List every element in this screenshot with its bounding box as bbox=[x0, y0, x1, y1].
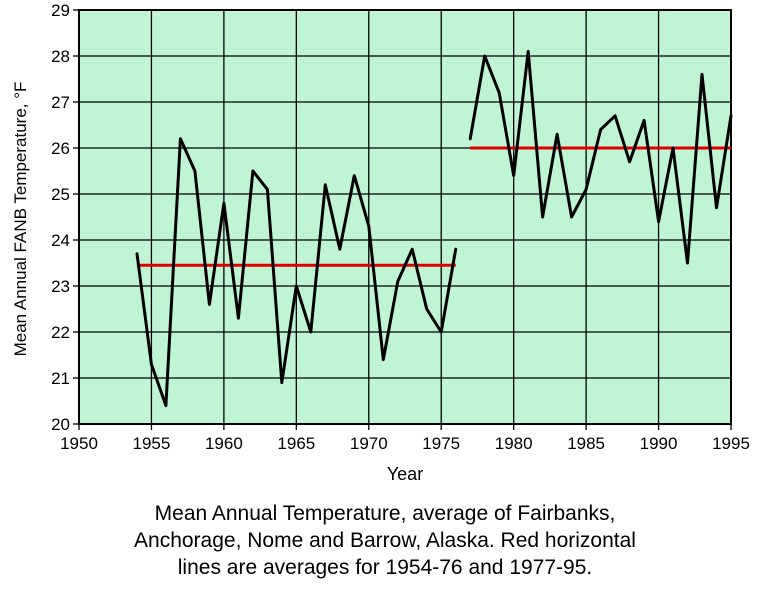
data-point-1992 bbox=[686, 261, 689, 265]
y-tick-label-26: 26 bbox=[51, 139, 70, 158]
y-tick-label-22: 22 bbox=[51, 323, 70, 342]
data-point-1983 bbox=[555, 133, 559, 136]
data-point-1987 bbox=[613, 114, 617, 118]
data-point-1961 bbox=[237, 317, 240, 320]
x-tick-label-1970: 1970 bbox=[350, 434, 388, 453]
data-point-1963 bbox=[266, 188, 269, 191]
data-point-1966 bbox=[309, 330, 313, 334]
x-tick-label-1955: 1955 bbox=[133, 434, 171, 453]
x-tick-label-1965: 1965 bbox=[277, 434, 315, 453]
data-point-1984 bbox=[570, 215, 573, 219]
data-point-1981 bbox=[526, 50, 530, 53]
data-point-1994 bbox=[715, 206, 718, 209]
data-point-1968 bbox=[338, 248, 341, 251]
data-point-1957 bbox=[179, 137, 182, 140]
data-point-1969 bbox=[353, 174, 356, 177]
x-tick-label-1985: 1985 bbox=[567, 434, 605, 453]
x-axis-title: Year bbox=[387, 464, 423, 484]
data-point-1956 bbox=[164, 404, 168, 407]
data-point-1954 bbox=[135, 252, 139, 255]
data-point-1975 bbox=[440, 330, 443, 334]
data-point-1978 bbox=[483, 54, 486, 58]
data-point-1989 bbox=[642, 119, 646, 122]
data-point-1965 bbox=[295, 284, 298, 288]
data-point-1970 bbox=[367, 225, 370, 228]
data-point-1964 bbox=[280, 381, 284, 384]
caption-line-3: lines are averages for 1954-76 and 1977-… bbox=[177, 556, 593, 579]
data-point-1967 bbox=[324, 183, 327, 186]
data-point-1958 bbox=[193, 169, 197, 173]
data-point-1977 bbox=[469, 137, 472, 140]
x-tick-label-1975: 1975 bbox=[422, 434, 460, 453]
data-point-1955 bbox=[150, 363, 153, 366]
data-point-1962 bbox=[251, 169, 255, 173]
plot-area bbox=[79, 10, 731, 424]
x-tick-label-1950: 1950 bbox=[60, 434, 98, 453]
x-tick-label-1995: 1995 bbox=[712, 434, 750, 453]
data-point-1988 bbox=[628, 160, 631, 163]
data-point-1985 bbox=[584, 188, 588, 191]
y-tick-label-20: 20 bbox=[51, 415, 70, 434]
figure-caption: Mean Annual Temperature, average of Fair… bbox=[0, 500, 770, 581]
x-tick-label-1980: 1980 bbox=[495, 434, 533, 453]
data-point-1974 bbox=[425, 307, 428, 311]
y-tick-label-28: 28 bbox=[51, 47, 70, 66]
data-point-1993 bbox=[700, 73, 704, 76]
y-tick-label-23: 23 bbox=[51, 277, 70, 296]
x-tick-label-1990: 1990 bbox=[640, 434, 678, 453]
data-point-1971 bbox=[382, 358, 385, 361]
y-tick-label-27: 27 bbox=[51, 93, 70, 112]
data-point-1972 bbox=[396, 280, 399, 283]
caption-line-2: Anchorage, Nome and Barrow, Alaska. Red … bbox=[134, 529, 636, 552]
y-tick-label-21: 21 bbox=[51, 369, 70, 388]
data-point-1991 bbox=[671, 146, 675, 150]
y-tick-label-29: 29 bbox=[51, 1, 70, 20]
plot-border bbox=[78, 9, 732, 425]
data-point-1959 bbox=[208, 303, 211, 306]
data-point-1990 bbox=[657, 220, 660, 223]
x-tick-label-1960: 1960 bbox=[205, 434, 243, 453]
data-point-1995 bbox=[729, 114, 733, 118]
data-point-1976 bbox=[454, 248, 457, 251]
data-point-1980 bbox=[512, 174, 515, 177]
data-point-1979 bbox=[497, 91, 501, 95]
data-point-1986 bbox=[599, 128, 602, 131]
data-point-1973 bbox=[411, 248, 414, 251]
y-axis-title: Mean Annual FANB Temperature, °F bbox=[11, 82, 30, 357]
data-point-1960 bbox=[222, 202, 226, 205]
y-tick-label-24: 24 bbox=[51, 231, 70, 250]
caption-line-1: Mean Annual Temperature, average of Fair… bbox=[154, 502, 616, 525]
y-tick-label-25: 25 bbox=[51, 185, 70, 204]
data-point-1982 bbox=[541, 215, 544, 219]
